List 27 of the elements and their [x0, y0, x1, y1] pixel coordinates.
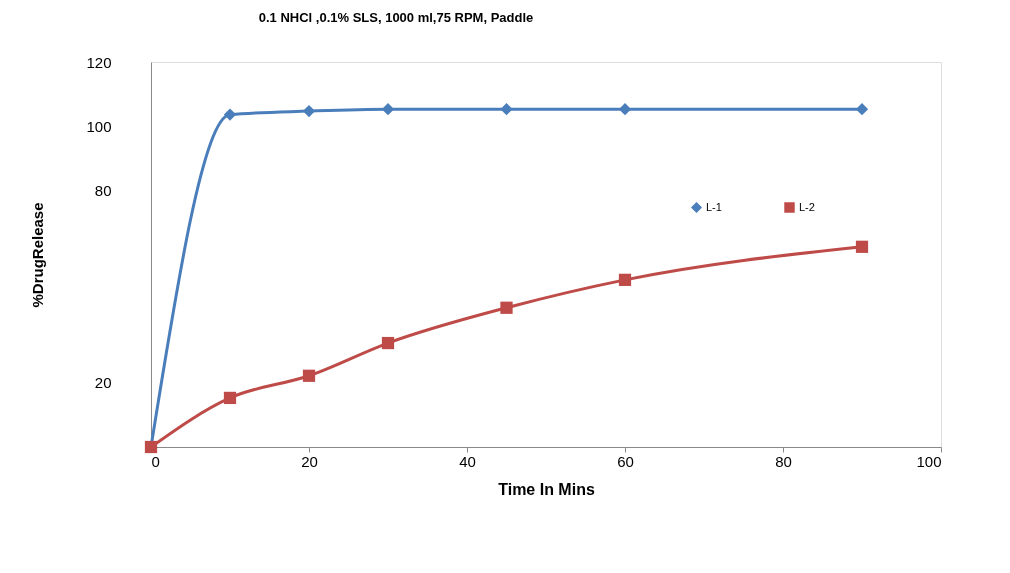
y-tick-label: 20	[94, 374, 112, 392]
point	[381, 336, 395, 350]
x-tick-label: 100	[916, 452, 942, 470]
point	[500, 103, 513, 116]
x-axis-title: Time In Mins	[498, 480, 595, 498]
point	[855, 240, 869, 253]
point	[500, 301, 513, 314]
legend-label: L-2	[799, 200, 815, 213]
x-tick-label: 20	[301, 452, 318, 470]
x-tick-label: 80	[775, 452, 792, 470]
x-tick-label: 40	[459, 452, 476, 470]
y-tick-label: 80	[94, 181, 112, 199]
y-axis-title: %DrugRelease	[29, 202, 47, 308]
point	[618, 273, 632, 286]
chart-title: 0.1 NHCl ,0.1% SLS, 1000 ml,75 RPM, Paddle	[258, 10, 534, 25]
x-tick-label: 60	[617, 452, 634, 470]
point	[223, 108, 237, 121]
y-tick-label: 100	[86, 117, 112, 135]
point	[618, 103, 632, 116]
point	[302, 104, 316, 118]
legend-label: L-1	[706, 200, 722, 213]
point	[855, 103, 869, 116]
y-tick-label: 120	[86, 53, 112, 71]
point	[302, 369, 316, 382]
point	[223, 391, 237, 405]
point	[381, 103, 395, 116]
x-tick-label: 0	[151, 452, 160, 470]
